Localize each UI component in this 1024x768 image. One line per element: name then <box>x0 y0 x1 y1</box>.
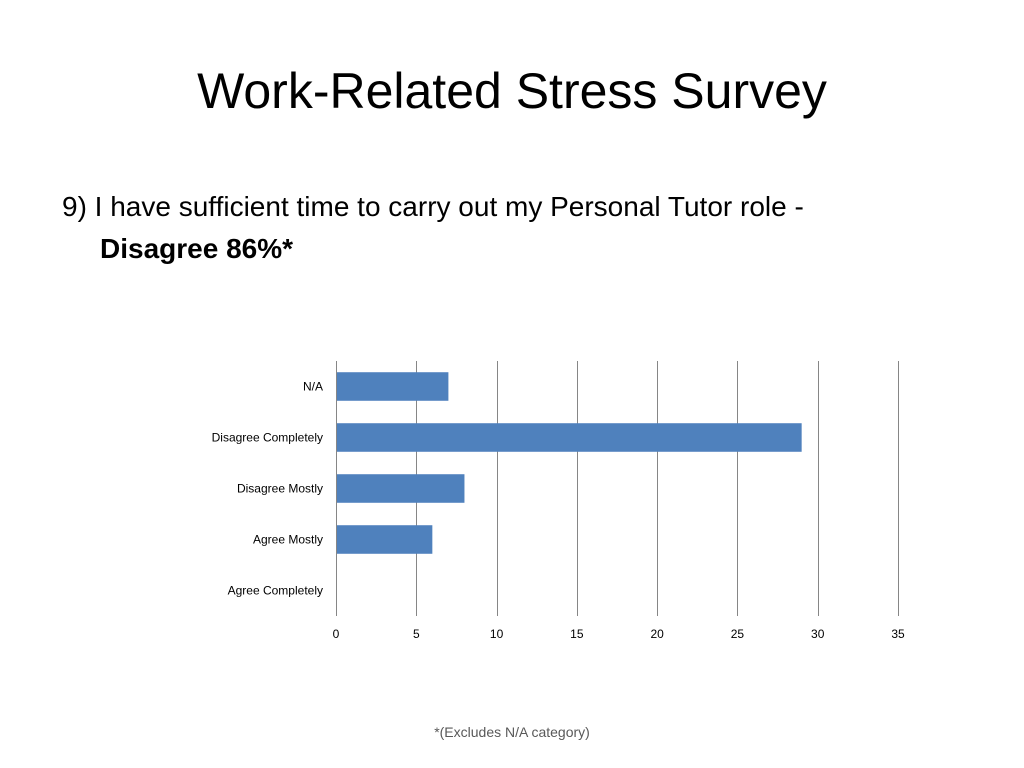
category-label-0: N/A <box>303 380 323 394</box>
x-tick-label-20: 20 <box>650 627 664 641</box>
footnote: *(Excludes N/A category) <box>434 724 590 740</box>
category-label-1: Disagree Completely <box>212 431 323 445</box>
question-result: Disagree 86%* <box>100 233 294 264</box>
x-tick-label-0: 0 <box>333 627 340 641</box>
question-line-1: 9) I have sufficient time to carry out m… <box>62 191 804 222</box>
bar-3 <box>337 525 433 554</box>
x-tick-label-35: 35 <box>891 627 905 641</box>
slide-title: Work-Related Stress Survey <box>197 63 827 119</box>
x-tick-label-25: 25 <box>731 627 745 641</box>
question-text: 9) I have sufficient time to carry out m… <box>62 186 962 270</box>
category-label-2: Disagree Mostly <box>237 482 323 496</box>
category-label-3: Agree Mostly <box>253 533 323 547</box>
bar-1 <box>337 423 802 452</box>
x-tick-label-10: 10 <box>490 627 504 641</box>
category-label-4: Agree Completely <box>228 584 323 598</box>
x-tick-label-15: 15 <box>570 627 584 641</box>
x-tick-label-30: 30 <box>811 627 825 641</box>
bar-2 <box>337 474 465 503</box>
x-tick-label-5: 5 <box>413 627 420 641</box>
bar-0 <box>337 372 449 401</box>
